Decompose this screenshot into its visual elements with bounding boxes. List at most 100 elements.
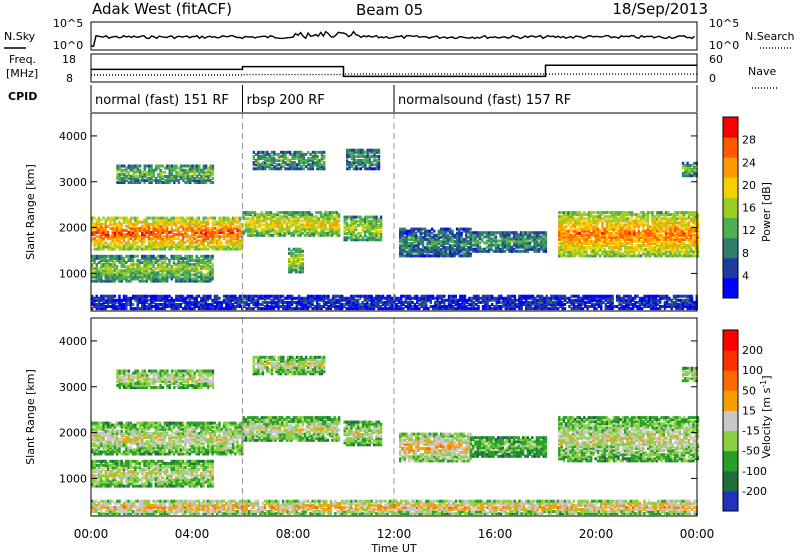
heatmap-cell (272, 225, 275, 229)
heatmap-cell (375, 238, 378, 242)
heatmap-cell (273, 150, 276, 154)
heatmap-cell (324, 221, 327, 225)
heatmap-cell (120, 254, 123, 258)
heatmap-cell (585, 233, 588, 237)
heatmap-cell (113, 231, 117, 234)
heatmap-cell (120, 176, 124, 180)
heatmap-cell (131, 261, 135, 264)
heatmap-cell (181, 224, 185, 228)
heatmap-cell (200, 296, 203, 300)
heatmap-cell (377, 226, 380, 229)
heatmap-cell (292, 219, 295, 223)
heatmap-cell (294, 225, 298, 229)
heatmap-cell (328, 217, 332, 221)
heatmap-cell (179, 279, 182, 283)
heatmap-cell (156, 241, 160, 245)
heatmap-cell (247, 233, 250, 237)
heatmap-cell (273, 152, 276, 156)
heatmap-cell (184, 247, 187, 251)
heatmap-cell (350, 161, 353, 165)
heatmap-cell (193, 247, 196, 251)
heatmap-cell (300, 154, 303, 158)
heatmap-cell (375, 219, 378, 223)
heatmap-cell (678, 250, 681, 254)
heatmap-cell (172, 259, 176, 262)
heatmap-cell (186, 245, 189, 249)
heatmap-cell (352, 221, 355, 225)
heatmap-cell (113, 254, 117, 258)
heatmap-cell (184, 226, 187, 230)
heatmap-cell (202, 247, 205, 251)
heatmap-cell (285, 213, 289, 217)
heatmap-cell (166, 263, 169, 267)
heatmap-cell (222, 226, 226, 230)
heatmap-cell (159, 231, 162, 234)
heatmap-cell (195, 237, 198, 241)
heatmap-cell (197, 222, 201, 226)
heatmap-cell (106, 279, 110, 283)
heatmap-cell (91, 224, 94, 228)
heatmap-cell (692, 237, 695, 241)
heatmap-cell (118, 275, 121, 279)
heatmap-cell (179, 273, 182, 277)
heatmap-cell (282, 150, 285, 154)
heatmap-cell (143, 275, 146, 279)
heatmap-cell (102, 259, 105, 262)
heatmap-cell (118, 222, 121, 226)
heatmap-cell (179, 277, 182, 281)
heatmap-cell (692, 211, 695, 215)
heatmap-cell (366, 152, 369, 156)
heatmap-cell (175, 226, 178, 230)
heatmap-cell (170, 275, 173, 279)
heatmap-cell (357, 215, 360, 219)
heatmap-cell (220, 224, 223, 228)
heatmap-cell (154, 237, 157, 241)
heatmap-cell (227, 231, 230, 234)
heatmap-cell (630, 211, 634, 215)
heatmap-cell (270, 159, 274, 162)
heatmap-cell (361, 238, 365, 242)
heatmap-cell (348, 223, 351, 227)
heatmap-cell (211, 239, 214, 243)
heatmap-cell (569, 225, 572, 229)
heatmap-cell (181, 237, 185, 241)
heatmap-cell (301, 213, 304, 217)
heatmap-cell (357, 163, 360, 167)
heatmap-cell (188, 269, 192, 273)
heatmap-cell (159, 265, 162, 269)
heatmap-cell (209, 216, 212, 220)
heatmap-cell (236, 237, 239, 241)
heatmap-cell (150, 275, 153, 279)
heatmap-cell (531, 235, 534, 239)
heatmap-cell (685, 244, 688, 248)
heatmap-cell (319, 223, 323, 227)
heatmap-cell (102, 279, 105, 283)
heatmap-cell (326, 211, 329, 215)
heatmap-cell (234, 216, 237, 220)
heatmap-cell (571, 233, 575, 237)
heatmap-cell (231, 233, 235, 237)
heatmap-cell (138, 265, 142, 269)
heatmap-cell (211, 235, 214, 239)
heatmap-cell (277, 163, 280, 167)
heatmap-cell (150, 263, 153, 267)
heatmap-cell (129, 166, 133, 170)
heatmap-cell (213, 222, 217, 226)
heatmap-cell (213, 231, 217, 234)
heatmap-cell (633, 213, 636, 217)
heatmap-cell (251, 227, 254, 231)
heatmap-cell (352, 228, 355, 231)
heatmap-cell (100, 259, 103, 262)
heatmap-cell (127, 220, 130, 224)
heatmap-cell (608, 211, 611, 215)
heatmap-cell (603, 248, 606, 252)
heatmap-cell (204, 220, 207, 224)
heatmap-cell (97, 273, 101, 277)
heatmap-cell (497, 243, 500, 247)
heatmap-cell (118, 216, 121, 220)
heatmap-cell (109, 263, 112, 267)
heatmap-cell (172, 271, 176, 275)
heatmap-cell (465, 248, 468, 252)
heatmap-cell (410, 227, 413, 231)
heatmap-cell (309, 157, 312, 160)
